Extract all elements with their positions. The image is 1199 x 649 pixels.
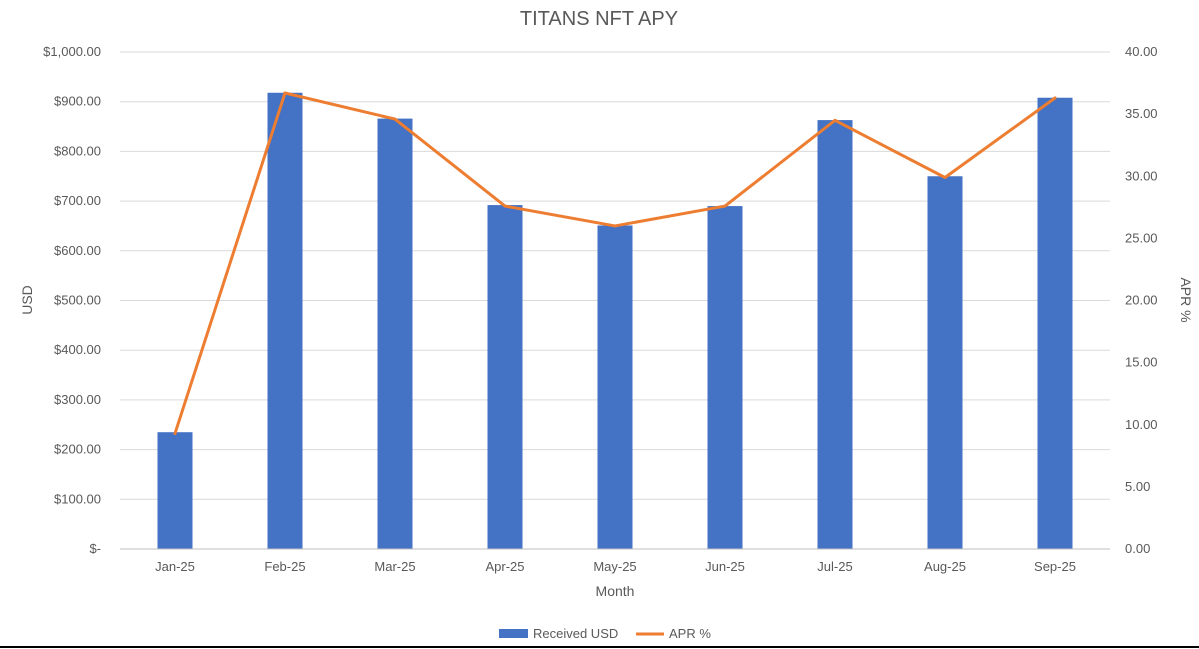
x-tick-label: May-25 (593, 559, 636, 574)
y-tick-label: $800.00 (54, 143, 101, 158)
y-tick-label: $500.00 (54, 293, 101, 308)
bar (377, 118, 413, 550)
x-tick-label: Aug-25 (924, 559, 966, 574)
bar (157, 432, 193, 549)
line-point (173, 431, 177, 435)
y-tick-label: $- (89, 541, 101, 556)
y-tick-label: $300.00 (54, 392, 101, 407)
y2-tick-label: 15.00 (1125, 355, 1158, 370)
legend-swatch-bar (499, 629, 528, 638)
x-tick-label: Jan-25 (155, 559, 195, 574)
legend-label: APR % (669, 626, 711, 641)
y2-tick-label: 20.00 (1125, 293, 1158, 308)
y2-tick-label: 5.00 (1125, 479, 1150, 494)
bar (487, 205, 523, 550)
y-axis-title: USD (19, 285, 35, 315)
bar (707, 206, 743, 549)
y-tick-label: $900.00 (54, 94, 101, 109)
bar (267, 92, 303, 549)
y-tick-label: $200.00 (54, 442, 101, 457)
line-point (503, 204, 507, 208)
line-series (173, 91, 1057, 435)
line-point (833, 118, 837, 122)
y2-tick-label: 40.00 (1125, 44, 1158, 59)
legend: Received USD APR % (499, 626, 711, 641)
y2-tick-label: 0.00 (1125, 541, 1150, 556)
x-axis-title: Month (596, 583, 635, 599)
y-tick-label: $100.00 (54, 491, 101, 506)
y2-axis-title: APR % (1178, 277, 1194, 322)
legend-label: Received USD (533, 626, 618, 641)
line-point (1053, 96, 1057, 100)
y-tick-label: $1,000.00 (43, 44, 101, 59)
line-point (943, 175, 947, 179)
bar (1037, 97, 1073, 549)
line-point (393, 117, 397, 121)
x-tick-label: Apr-25 (485, 559, 524, 574)
y2-tick-label: 35.00 (1125, 106, 1158, 121)
line-point (283, 91, 287, 95)
bar (817, 120, 853, 550)
x-tick-label: Jul-25 (817, 559, 852, 574)
right-axis: 0.00 5.00 10.00 15.00 20.00 25.00 30.00 35.00 40… (1125, 44, 1158, 556)
chart-title: TITANS NFT APY (520, 8, 678, 30)
y-tick-label: $400.00 (54, 342, 101, 357)
y2-tick-label: 25.00 (1125, 230, 1158, 245)
line-point (723, 204, 727, 208)
bar (927, 176, 963, 549)
left-axis: $- $100.00 $200.00 $300.00 $400.00 $500.00 $60… (43, 44, 101, 556)
y-tick-label: $600.00 (54, 243, 101, 258)
y-tick-label: $700.00 (54, 193, 101, 208)
x-tick-label: Jun-25 (705, 559, 745, 574)
line-point (613, 224, 617, 228)
x-axis: Jan-25 Feb-25 Mar-25 Apr-25 May-25 Jun-25 Jul-… (120, 548, 1110, 574)
x-tick-label: Feb-25 (264, 559, 305, 574)
y2-tick-label: 30.00 (1125, 168, 1158, 183)
x-tick-label: Mar-25 (374, 559, 415, 574)
bar (597, 225, 633, 549)
bar-series (157, 92, 1073, 550)
x-tick-label: Sep-25 (1034, 559, 1076, 574)
y2-tick-label: 10.00 (1125, 417, 1158, 432)
